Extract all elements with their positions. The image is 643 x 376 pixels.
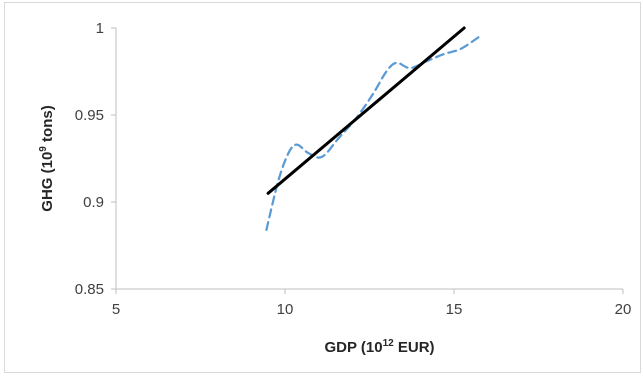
x-tick-label: 10	[277, 301, 294, 318]
linear-fit-line	[266, 26, 466, 195]
x-tick-label: 20	[615, 301, 632, 318]
x-tick-label: 15	[446, 301, 463, 318]
y-tick-label: 0.85	[75, 281, 104, 298]
x-axis-title: GDP (1012 EUR)	[324, 338, 434, 356]
x-tick-label: 5	[112, 301, 120, 318]
y-tick-label: 1	[96, 20, 104, 37]
axes	[115, 28, 623, 290]
series-layer	[265, 26, 481, 231]
y-tick-label: 0.95	[75, 107, 104, 124]
tick-marks	[111, 27, 624, 294]
chart-frame	[4, 2, 641, 373]
observed-data-dashed-line	[265, 35, 481, 231]
y-tick-label: 0.9	[83, 194, 104, 211]
y-axis-title: GHG (109 tons)	[38, 105, 56, 211]
tick-labels: 5 10 15 20 0.85 0.9 0.95 1	[75, 20, 632, 318]
